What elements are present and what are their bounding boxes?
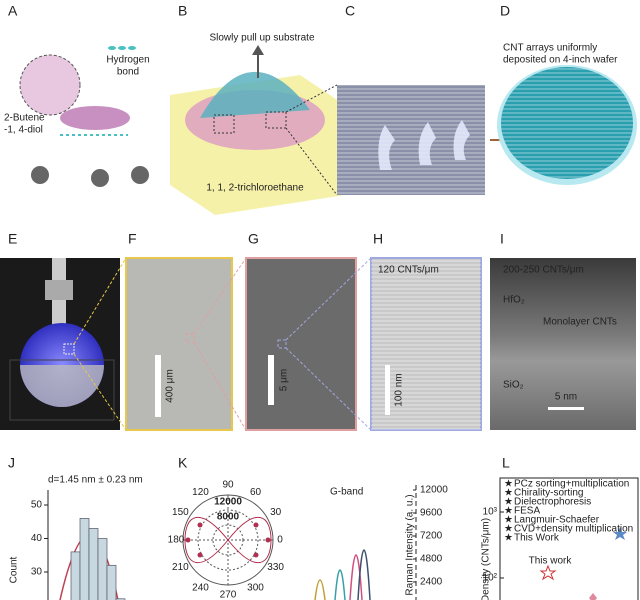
legend-marker: ★ — [504, 479, 513, 490]
label: 2-Butene — [4, 113, 45, 124]
panel-letter: B — [178, 3, 187, 19]
raman-spectra — [314, 549, 371, 600]
label: Monolayer CNTs — [543, 317, 617, 328]
label: Raman Intensity (a. u.) — [405, 494, 416, 595]
panel-b-art — [170, 45, 345, 215]
this-work-marker — [539, 564, 557, 581]
label: 5 μm — [279, 369, 290, 391]
angle-label: 30 — [270, 507, 282, 518]
legend-marker: ★ — [504, 515, 513, 526]
y-tick-label: 50 — [31, 500, 43, 511]
panel-letter: F — [128, 231, 137, 247]
legend-marker: ★ — [504, 533, 513, 544]
bar — [106, 564, 117, 600]
y-tick-label: 7200 — [420, 531, 443, 542]
panel-letter: I — [500, 231, 504, 247]
angle-label: 90 — [222, 480, 234, 491]
angle-label: 60 — [250, 487, 262, 498]
y-tick-label: 2400 — [420, 577, 443, 588]
y-tick-label: 10³ — [483, 507, 498, 518]
label: 100 nm — [394, 373, 405, 406]
label: G-band — [330, 487, 363, 498]
angle-label: 210 — [172, 562, 189, 573]
label: HfO₂ — [503, 295, 525, 306]
y-tick-label: 10² — [483, 573, 498, 584]
label: 120 CNTs/μm — [378, 265, 439, 276]
legend-entry: Dielectrophoresis — [514, 497, 591, 508]
label: CNT arrays uniformly — [503, 43, 597, 54]
panel-letter: G — [248, 231, 259, 247]
panel-d-art — [497, 65, 637, 185]
panel-letter: E — [8, 231, 17, 247]
bar — [79, 518, 90, 600]
legend-entry: PCz sorting+multiplication — [514, 479, 629, 490]
y-tick-label: 12000 — [420, 485, 448, 496]
angle-label: 240 — [192, 582, 209, 593]
label: bond — [117, 67, 139, 78]
angle-label: 300 — [247, 582, 264, 593]
label: Density (CNTs/μm) — [481, 518, 492, 600]
legend-entry: FESA — [514, 506, 540, 517]
label: 5 nm — [555, 392, 577, 403]
connector — [285, 84, 338, 113]
legend-marker: ★ — [504, 488, 513, 499]
label: -1, 4-diol — [4, 125, 43, 136]
y-tick-label: 40 — [31, 533, 43, 544]
label: deposited on 4-inch wafer — [503, 55, 618, 66]
fesa-marker — [589, 593, 597, 600]
panel-g-image — [245, 257, 357, 431]
radial-label: 8000 — [217, 512, 240, 523]
panel-f-image — [125, 257, 233, 431]
panel-i-image — [490, 258, 636, 430]
y-tick-label: 4800 — [420, 554, 443, 565]
label: Slowly pull up substrate — [209, 33, 314, 44]
y-tick-label: 9600 — [420, 508, 443, 519]
ls-marker — [613, 527, 627, 540]
polar-points — [185, 522, 271, 558]
angle-label: 0 — [277, 535, 283, 546]
angle-label: 180 — [168, 535, 185, 546]
panel-letter: J — [8, 455, 15, 471]
connectors — [73, 257, 372, 431]
label: SiO₂ — [503, 380, 524, 391]
angle-label: 330 — [267, 562, 284, 573]
label: d=1.45 nm ± 0.23 nm — [48, 475, 143, 486]
legend-entry: Chirality-sorting — [514, 488, 583, 499]
legend-entry: Langmuir-Schaefer — [514, 515, 600, 526]
label: Count — [9, 556, 20, 583]
angle-label: 150 — [172, 507, 189, 518]
label: This work — [529, 556, 573, 567]
panel-letter: L — [502, 455, 510, 471]
angle-label: 120 — [192, 487, 209, 498]
panel-letter: C — [345, 3, 355, 19]
polar-curve — [184, 517, 272, 563]
radial-label: 12000 — [214, 497, 242, 508]
panel-letter: D — [500, 3, 510, 19]
panel-e-art — [0, 258, 120, 430]
panel-letter: K — [178, 455, 188, 471]
bar — [115, 598, 126, 600]
panel-c-art — [337, 85, 485, 195]
bar — [97, 538, 108, 600]
label: 1, 1, 2-trichloroethane — [206, 183, 304, 194]
legend-entry: This Work — [514, 533, 560, 544]
angle-label: 270 — [220, 590, 237, 600]
label: 200-250 CNTs/μm — [503, 265, 584, 276]
bar — [88, 528, 99, 600]
panel-letter: H — [373, 231, 383, 247]
legend-entry: CVD+density multiplication — [514, 524, 633, 535]
l-axes — [499, 477, 639, 600]
bar — [70, 551, 81, 600]
legend-marker: ★ — [504, 524, 513, 535]
scale-bars — [155, 355, 584, 417]
panel-letter: A — [8, 3, 18, 19]
label: Hydrogen — [106, 55, 149, 66]
panel-a-art — [19, 46, 149, 187]
y-tick-label: 30 — [31, 567, 43, 578]
legend-marker: ★ — [504, 506, 513, 517]
legend-marker: ★ — [504, 497, 513, 508]
label: 400 μm — [165, 369, 176, 403]
